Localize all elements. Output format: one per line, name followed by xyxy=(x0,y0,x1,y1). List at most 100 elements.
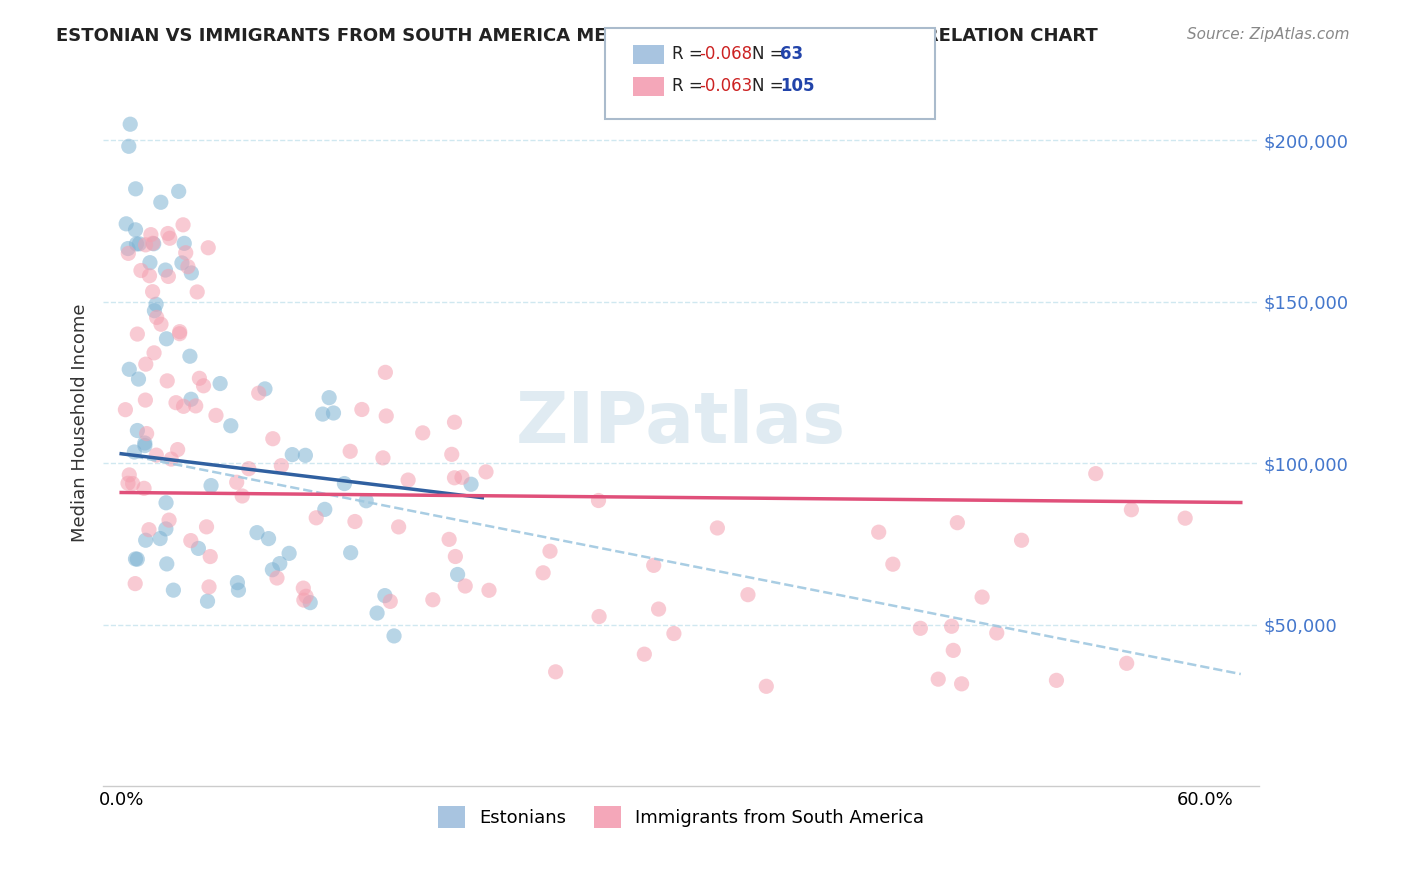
Point xyxy=(177,260,200,274)
Point xyxy=(531,566,554,580)
Point xyxy=(166,442,188,457)
Point xyxy=(118,139,141,153)
Point xyxy=(172,218,194,232)
Point xyxy=(135,533,157,548)
Point xyxy=(1045,673,1067,688)
Point xyxy=(868,525,890,540)
Point xyxy=(281,448,304,462)
Point xyxy=(128,372,150,386)
Point xyxy=(127,552,149,566)
Point xyxy=(135,237,157,252)
Point xyxy=(121,476,143,491)
Point xyxy=(200,549,222,564)
Point xyxy=(160,452,183,467)
Point xyxy=(156,557,179,571)
Point xyxy=(446,567,468,582)
Point xyxy=(142,236,165,251)
Point xyxy=(156,374,179,388)
Point xyxy=(134,439,156,453)
Point xyxy=(382,629,405,643)
Point xyxy=(318,391,340,405)
Text: N =: N = xyxy=(752,77,789,95)
Point xyxy=(184,399,207,413)
Text: -0.063: -0.063 xyxy=(699,77,752,95)
Point xyxy=(354,493,377,508)
Y-axis label: Median Household Income: Median Household Income xyxy=(72,304,89,542)
Point xyxy=(186,285,208,299)
Point xyxy=(257,532,280,546)
Point xyxy=(292,581,315,595)
Point xyxy=(143,303,166,318)
Point xyxy=(139,227,162,242)
Point xyxy=(167,185,190,199)
Point xyxy=(173,236,195,251)
Point xyxy=(986,626,1008,640)
Point xyxy=(269,557,291,571)
Point xyxy=(278,546,301,560)
Point xyxy=(180,392,202,407)
Point xyxy=(117,246,139,260)
Point xyxy=(155,263,177,277)
Point xyxy=(155,332,177,346)
Text: N =: N = xyxy=(752,45,789,62)
Point xyxy=(169,325,191,339)
Point xyxy=(169,326,191,341)
Point xyxy=(134,393,156,408)
Point xyxy=(180,266,202,280)
Point xyxy=(120,117,142,131)
Point xyxy=(588,609,610,624)
Point xyxy=(155,522,177,536)
Point xyxy=(118,362,141,376)
Point xyxy=(145,297,167,311)
Point xyxy=(1121,502,1143,516)
Point xyxy=(138,268,160,283)
Legend: Estonians, Immigrants from South America: Estonians, Immigrants from South America xyxy=(430,799,931,836)
Point xyxy=(294,448,316,462)
Point xyxy=(299,596,322,610)
Point xyxy=(305,510,328,524)
Point xyxy=(115,217,138,231)
Point xyxy=(350,402,373,417)
Point xyxy=(478,583,501,598)
Point xyxy=(195,520,218,534)
Point xyxy=(412,425,434,440)
Point xyxy=(588,493,610,508)
Point xyxy=(544,665,567,679)
Point xyxy=(440,447,463,461)
Point xyxy=(475,465,498,479)
Point xyxy=(396,473,419,487)
Point xyxy=(910,621,932,635)
Point xyxy=(633,647,655,661)
Point xyxy=(295,589,318,603)
Point xyxy=(262,432,284,446)
Point xyxy=(127,424,149,438)
Point xyxy=(142,285,165,299)
Point xyxy=(882,558,904,572)
Point xyxy=(135,357,157,371)
Point xyxy=(538,544,561,558)
Point xyxy=(225,475,247,490)
Point xyxy=(755,679,778,693)
Text: 63: 63 xyxy=(780,45,803,62)
Text: ZIPatlas: ZIPatlas xyxy=(516,389,846,458)
Point xyxy=(444,549,467,564)
Point xyxy=(193,378,215,392)
Point xyxy=(145,310,167,325)
Point xyxy=(170,256,193,270)
Point xyxy=(187,541,209,556)
Point xyxy=(188,371,211,385)
Point xyxy=(322,406,344,420)
Point xyxy=(118,467,141,482)
Point xyxy=(134,436,156,450)
Point xyxy=(941,619,963,633)
Point xyxy=(927,672,949,686)
Point xyxy=(228,583,250,598)
Point xyxy=(950,677,973,691)
Point xyxy=(179,349,201,363)
Point xyxy=(647,602,669,616)
Point xyxy=(128,236,150,251)
Point xyxy=(149,532,172,546)
Point xyxy=(333,476,356,491)
Text: Source: ZipAtlas.com: Source: ZipAtlas.com xyxy=(1187,27,1350,42)
Point xyxy=(197,594,219,608)
